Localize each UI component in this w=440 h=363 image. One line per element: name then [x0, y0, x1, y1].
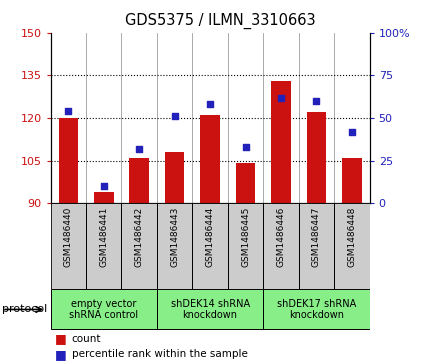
Bar: [307, 112, 326, 203]
Text: GDS5375 / ILMN_3310663: GDS5375 / ILMN_3310663: [125, 13, 315, 29]
Text: empty vector
shRNA control: empty vector shRNA control: [69, 299, 138, 320]
Bar: [86, 203, 121, 289]
Bar: [334, 203, 370, 289]
Bar: [51, 289, 157, 330]
Point: [313, 98, 320, 104]
Point: [65, 108, 72, 114]
Text: ■: ■: [55, 333, 67, 346]
Text: shDEK14 shRNA
knockdown: shDEK14 shRNA knockdown: [171, 299, 249, 320]
Bar: [263, 289, 370, 330]
Point: [171, 113, 178, 119]
Text: GSM1486440: GSM1486440: [64, 207, 73, 267]
Text: percentile rank within the sample: percentile rank within the sample: [72, 350, 248, 359]
Bar: [263, 203, 299, 289]
Text: GSM1486444: GSM1486444: [205, 207, 215, 267]
Point: [207, 101, 214, 107]
Text: GSM1486442: GSM1486442: [135, 207, 144, 267]
Text: GSM1486447: GSM1486447: [312, 207, 321, 267]
Bar: [157, 203, 192, 289]
Bar: [271, 81, 291, 203]
Bar: [299, 203, 334, 289]
Text: GSM1486445: GSM1486445: [241, 207, 250, 267]
Bar: [228, 203, 263, 289]
Bar: [200, 115, 220, 203]
Text: ■: ■: [55, 348, 67, 361]
Point: [278, 95, 285, 101]
Bar: [94, 192, 114, 203]
Bar: [236, 163, 255, 203]
Text: GSM1486441: GSM1486441: [99, 207, 108, 267]
Bar: [129, 158, 149, 203]
Bar: [192, 203, 228, 289]
Bar: [59, 118, 78, 203]
Text: GSM1486443: GSM1486443: [170, 207, 179, 267]
Text: GSM1486446: GSM1486446: [276, 207, 286, 267]
Point: [348, 129, 356, 135]
Text: protocol: protocol: [2, 305, 48, 314]
Bar: [165, 152, 184, 203]
Text: shDEK17 shRNA
knockdown: shDEK17 shRNA knockdown: [277, 299, 356, 320]
Bar: [157, 289, 263, 330]
Bar: [342, 158, 362, 203]
Text: GSM1486448: GSM1486448: [347, 207, 356, 267]
Bar: [51, 203, 86, 289]
Point: [100, 183, 107, 189]
Text: count: count: [72, 334, 101, 344]
Point: [136, 146, 143, 152]
Point: [242, 144, 249, 150]
Bar: [121, 203, 157, 289]
